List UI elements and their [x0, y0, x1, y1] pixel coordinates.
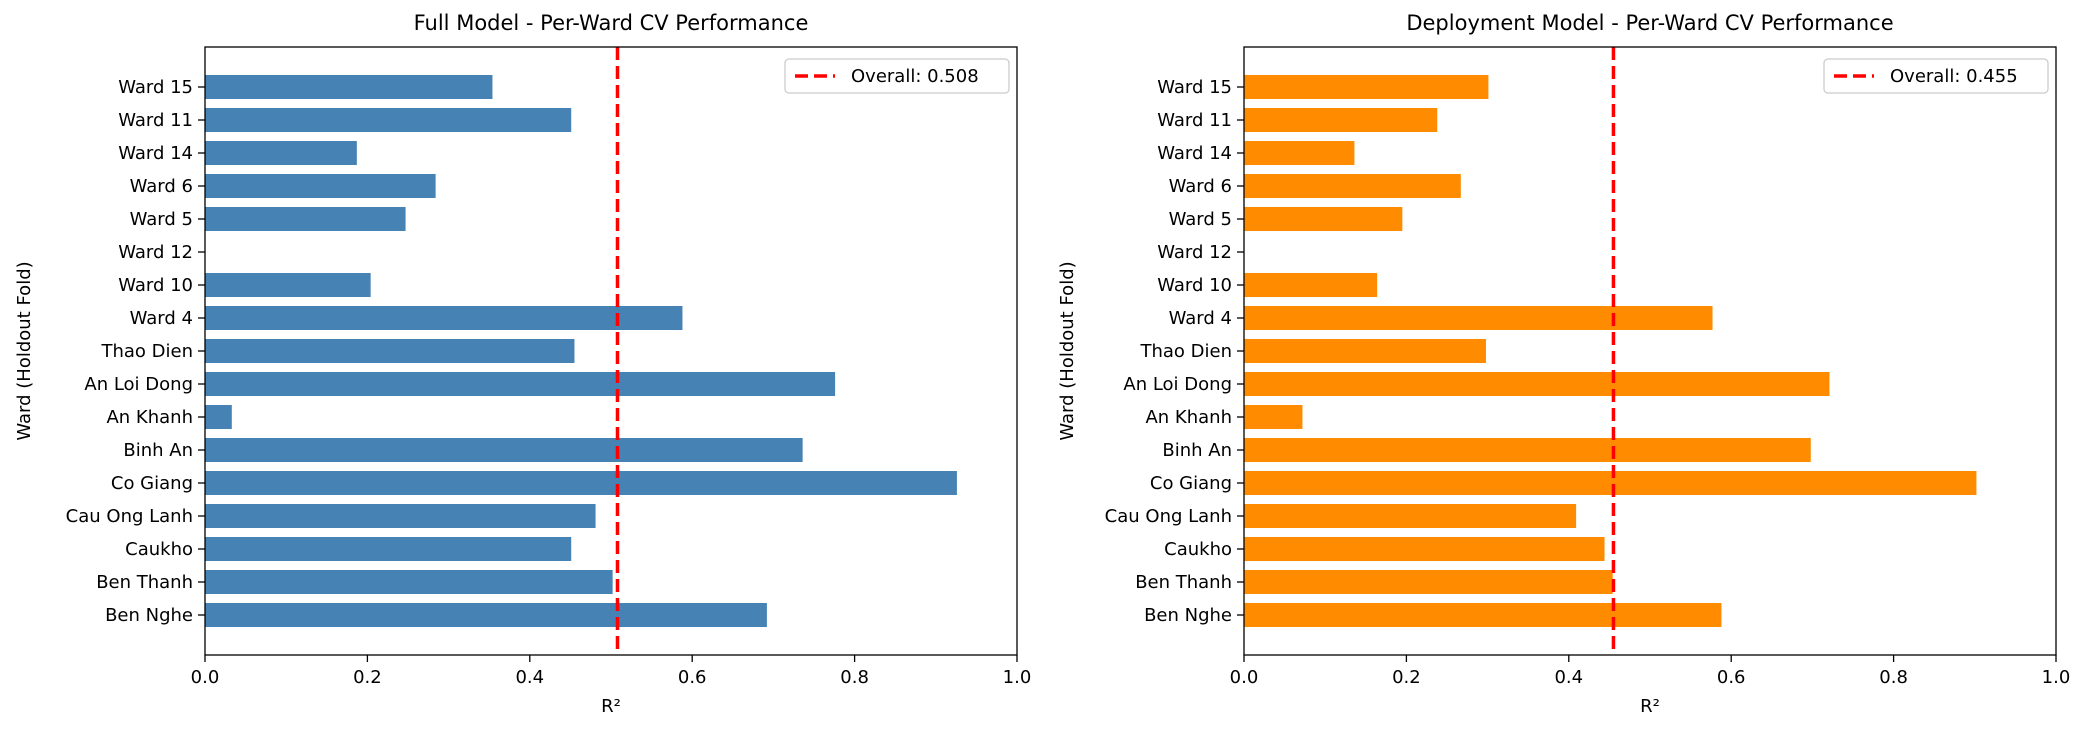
- y-tick-label: An Khanh: [106, 407, 193, 428]
- legend-label: Overall: 0.455: [1890, 66, 2018, 87]
- y-tick-label: An Loi Dong: [84, 374, 193, 395]
- bar: [1244, 108, 1438, 132]
- y-tick-label: Ward 12: [118, 242, 193, 263]
- y-tick-label: Ward 5: [1169, 209, 1232, 230]
- bar: [205, 570, 613, 594]
- y-axis-label: Ward (Holdout Fold): [14, 261, 35, 440]
- x-tick-label: 0.8: [840, 667, 869, 688]
- bar: [205, 504, 596, 528]
- bar: [205, 537, 572, 561]
- bar: [205, 306, 683, 330]
- bar: [1244, 372, 1830, 396]
- bar: [1244, 273, 1378, 297]
- y-tick-label: Ward 14: [1157, 143, 1232, 164]
- x-tick-label: 0.8: [1879, 667, 1908, 688]
- y-tick-label: Ward 15: [118, 77, 193, 98]
- bar: [1244, 75, 1489, 99]
- y-tick-label: Cau Ong Lanh: [1105, 506, 1232, 527]
- y-tick-label: Ward 5: [130, 209, 193, 230]
- y-tick-label: Ward 10: [118, 275, 193, 296]
- bar: [1244, 174, 1461, 198]
- x-tick-label: 0.2: [1392, 667, 1421, 688]
- bar: [1244, 603, 1722, 627]
- legend: Overall: 0.508: [784, 58, 1010, 94]
- y-tick-label: Cau Ong Lanh: [66, 506, 193, 527]
- y-tick-label: Ward 14: [118, 143, 193, 164]
- bar: [205, 438, 803, 462]
- y-tick-label: Ward 12: [1157, 242, 1232, 263]
- axes-frame: [1243, 46, 2057, 656]
- y-tick-label: Ben Nghe: [105, 605, 193, 626]
- bar: [1244, 537, 1605, 561]
- x-axis-label: R²: [1640, 696, 1660, 717]
- y-tick-label: Ward 4: [1169, 308, 1232, 329]
- bar: [1244, 207, 1403, 231]
- chart-title: Deployment Model - Per-Ward CV Performan…: [1406, 11, 1893, 35]
- y-tick-label: Ward 4: [130, 308, 193, 329]
- legend-box: [1823, 58, 2049, 94]
- chart-title: Full Model - Per-Ward CV Performance: [414, 11, 809, 35]
- y-tick-label: Co Giang: [1150, 473, 1232, 494]
- x-axis-label: R²: [601, 696, 621, 717]
- y-tick-label: Ben Thanh: [1135, 572, 1232, 593]
- y-tick-label: Binh An: [123, 440, 193, 461]
- y-tick-label: Ben Thanh: [96, 572, 193, 593]
- bar: [205, 471, 957, 495]
- subplot-full-model: Ben Nghe Ben Thanh Caukho Cau Ong Lanh Co Gi…: [14, 11, 1031, 717]
- bar: [205, 75, 493, 99]
- x-tick-label: 0.0: [1230, 667, 1259, 688]
- legend-box: [784, 58, 1010, 94]
- bar: [1244, 405, 1303, 429]
- x-tick-label: 0.6: [1717, 667, 1746, 688]
- y-tick-label: Ward 15: [1157, 77, 1232, 98]
- y-tick-label: Caukho: [1164, 539, 1232, 560]
- axes-frame: [204, 46, 1018, 656]
- legend: Overall: 0.455: [1823, 58, 2049, 94]
- y-tick-label: Thao Dien: [100, 341, 193, 362]
- y-tick-label: Ward 11: [1157, 110, 1232, 131]
- x-tick-label: 0.4: [515, 667, 544, 688]
- bar: [205, 603, 767, 627]
- bar: [205, 108, 572, 132]
- subplot-deployment-model: Ben Nghe Ben Thanh Caukho Cau Ong Lanh Co Gi…: [1057, 11, 2070, 717]
- bar: [205, 273, 371, 297]
- x-tick-label: 0.6: [678, 667, 707, 688]
- bar: [205, 207, 406, 231]
- x-tick-label: 1.0: [1003, 667, 1032, 688]
- bar: [1244, 471, 1977, 495]
- bar: [205, 372, 836, 396]
- bar: [205, 339, 575, 363]
- bar: [1244, 438, 1811, 462]
- bar: [1244, 339, 1486, 363]
- bar: [1244, 570, 1613, 594]
- bar: [1244, 306, 1713, 330]
- y-tick-label: Ben Nghe: [1144, 605, 1232, 626]
- y-tick-label: Ward 10: [1157, 275, 1232, 296]
- bar: [205, 174, 436, 198]
- y-tick-label: Thao Dien: [1139, 341, 1232, 362]
- x-tick-label: 0.0: [191, 667, 220, 688]
- bar: [1244, 504, 1577, 528]
- x-tick-label: 0.4: [1554, 667, 1583, 688]
- bar: [205, 141, 357, 165]
- x-tick-label: 1.0: [2042, 667, 2071, 688]
- y-tick-label: An Khanh: [1145, 407, 1232, 428]
- y-tick-label: Co Giang: [111, 473, 193, 494]
- x-tick-label: 0.2: [353, 667, 382, 688]
- y-tick-label: Binh An: [1162, 440, 1232, 461]
- y-tick-label: Ward 6: [130, 176, 193, 197]
- bar: [205, 405, 232, 429]
- legend-label: Overall: 0.508: [851, 66, 979, 87]
- y-tick-label: Caukho: [125, 539, 193, 560]
- y-tick-label: Ward 6: [1169, 176, 1232, 197]
- y-tick-label: Ward 11: [118, 110, 193, 131]
- y-tick-label: An Loi Dong: [1123, 374, 1232, 395]
- y-axis-label: Ward (Holdout Fold): [1057, 261, 1078, 440]
- bar: [1244, 141, 1355, 165]
